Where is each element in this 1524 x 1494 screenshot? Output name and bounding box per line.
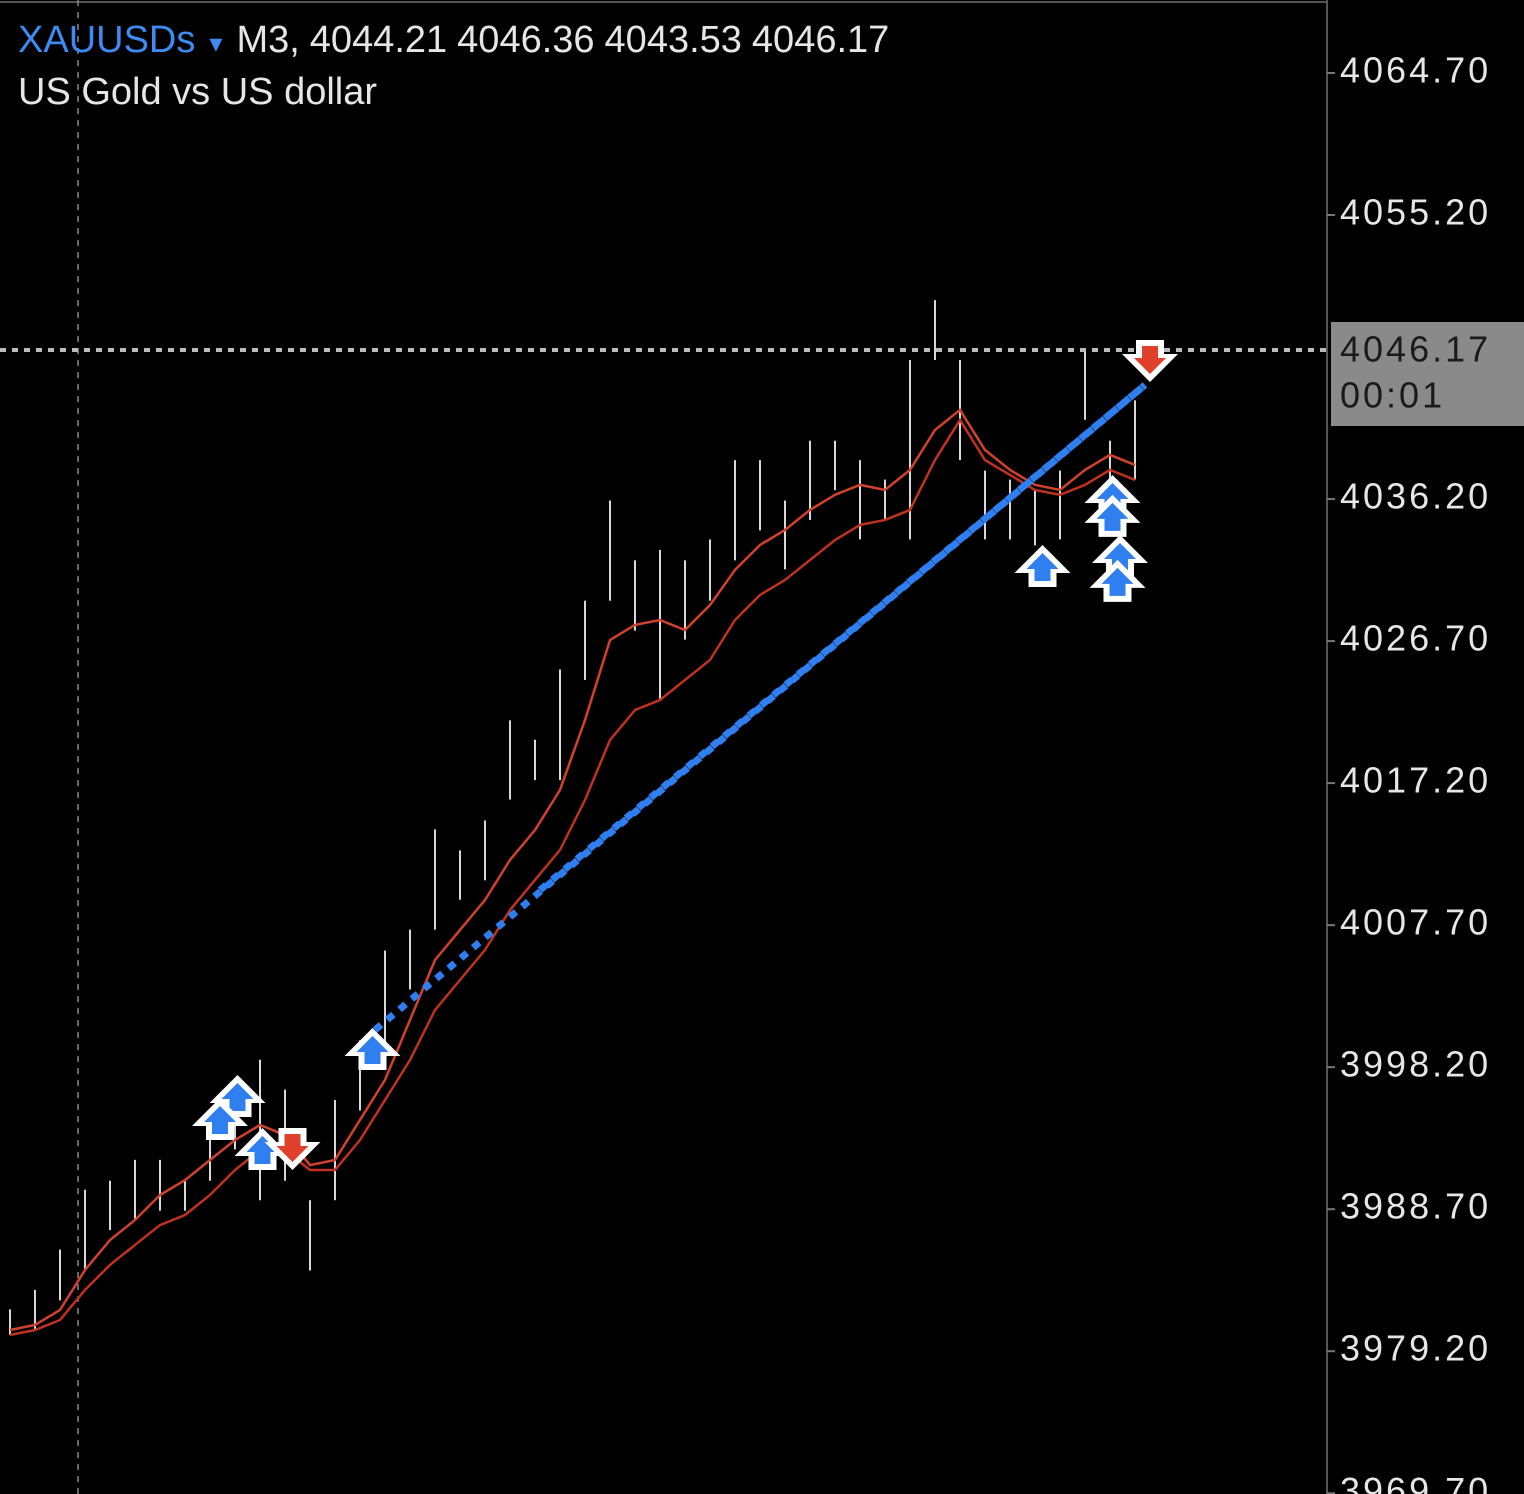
signal-arrow: [356, 1036, 389, 1065]
y-tick-label: 4007.70: [1340, 902, 1491, 943]
buy-signal: [344, 1028, 401, 1071]
high: 4046.36: [457, 19, 594, 61]
close: 4046.17: [752, 19, 889, 61]
sell-signal: [264, 1127, 321, 1170]
y-tick-label: 4026.70: [1340, 618, 1491, 659]
signal-arrow: [246, 1136, 279, 1165]
buy-signal: [1092, 534, 1148, 577]
buy-signal: [1084, 494, 1141, 537]
signal-arrow: [1134, 345, 1166, 374]
y-tick-label: 3969.70: [1340, 1470, 1491, 1494]
y-tick-label: 3979.20: [1340, 1328, 1491, 1369]
signal-arrow: [1096, 502, 1129, 531]
low: 4043.53: [605, 19, 742, 61]
signal-arrow: [276, 1133, 309, 1162]
open: 4044.21: [310, 19, 447, 61]
price-tag: [1331, 321, 1524, 426]
signal-arrow: [1026, 552, 1059, 581]
y-tick-label: 4064.70: [1340, 49, 1491, 90]
trendline: [537, 382, 1148, 893]
timeframe: M3,: [236, 19, 299, 61]
signal-arrow: [221, 1082, 254, 1111]
price-axis: 4064.70 4055.20 4036.20 4026.70 4017.20 4007.…: [1327, 49, 1524, 1494]
symbol[interactable]: XAUUSDs: [18, 19, 195, 61]
signal-arrow: [1104, 542, 1136, 571]
current-price-label: 4046.17: [1340, 329, 1491, 370]
menu-icon[interactable]: ▾: [209, 28, 222, 58]
trendline: [372, 382, 1148, 1033]
buy-signal: [192, 1097, 248, 1140]
y-tick-label: 4036.20: [1340, 476, 1491, 517]
buy-signal: [1089, 559, 1146, 602]
plot-area: [0, 300, 1327, 1337]
signal-arrow: [1101, 567, 1134, 596]
y-tick-label: 4017.20: [1340, 760, 1491, 801]
header: XAUUSDs ▾ M3, 4044.21 4046.36 4043.53 4046.17: [18, 19, 889, 61]
y-tick-label: 3998.20: [1340, 1044, 1491, 1085]
signal-arrow: [204, 1105, 236, 1134]
countdown: 00:01: [1340, 375, 1445, 416]
buy-signal: [1014, 544, 1071, 587]
sell-signal: [1122, 339, 1178, 382]
y-tick-label: 3988.70: [1340, 1186, 1491, 1227]
moving-average: [9, 417, 1136, 1337]
buy-signal: [234, 1128, 291, 1171]
description: US Gold vs US dollar: [18, 71, 377, 113]
y-tick-label: 4055.20: [1340, 192, 1491, 233]
moving-average: [9, 408, 1136, 1332]
